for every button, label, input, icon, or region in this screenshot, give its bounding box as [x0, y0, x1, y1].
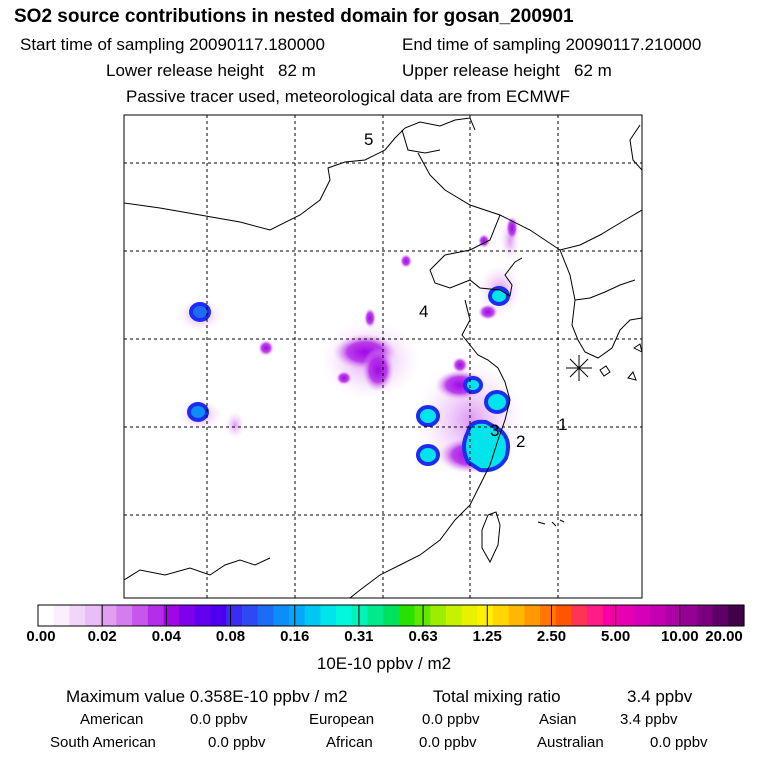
colorbar-cell: [461, 605, 478, 626]
colorbar-tick-label: 1.25: [472, 628, 502, 645]
colorbar-cell: [634, 605, 651, 626]
lower-release-label: Lower release height 82 m: [106, 61, 316, 80]
region-name: South American: [50, 734, 156, 751]
colorbar-cell: [367, 605, 384, 626]
total-mixing-value: 3.4 ppbv: [627, 687, 693, 706]
colorbar-cell: [85, 605, 102, 626]
colorbar-tick-label: 10.00: [661, 628, 699, 645]
colorbar-cell: [336, 605, 353, 626]
colorbar-cell: [241, 605, 259, 626]
total-mixing-label: Total mixing ratio: [433, 687, 561, 706]
region-value: 0.0 ppbv: [208, 734, 266, 751]
colorbar-cell: [430, 605, 447, 626]
colorbar-tick-label: 0.31: [344, 628, 374, 645]
colorbar-tick-label: 0.04: [151, 628, 181, 645]
colorbar-tick-label: 0.00: [26, 628, 56, 645]
colorbar-cell: [304, 605, 321, 626]
colorbar-tick-label: 0.63: [408, 628, 438, 645]
colorbar-cell: [728, 605, 745, 626]
colorbar-cell: [649, 605, 667, 626]
colorbar-cell: [712, 605, 729, 626]
end-time-label: End time of sampling 20090117.210000: [402, 35, 702, 54]
colorbar-cell: [445, 605, 463, 626]
colorbar-cell: [194, 605, 212, 626]
max-value-label: Maximum value 0.358E-10 ppbv / m2: [66, 687, 348, 706]
colorbar-cell: [69, 605, 86, 626]
region-name: American: [80, 711, 144, 728]
colorbar-cell: [477, 605, 494, 626]
region-name: European: [309, 711, 375, 728]
colorbar-cell: [540, 605, 557, 626]
region-value: 0.0 ppbv: [422, 711, 480, 728]
tracer-note: Passive tracer used, meteorological data…: [126, 87, 571, 106]
colorbar-cell: [289, 605, 306, 626]
region-value: 0.0 ppbv: [190, 711, 248, 728]
colorbar-tick-label: 0.16: [280, 628, 310, 645]
colorbar-cell: [132, 605, 149, 626]
colorbar-cell: [571, 605, 588, 626]
graticule: [124, 115, 642, 598]
receptor-star-icon: [566, 355, 592, 381]
region-value: 0.0 ppbv: [419, 734, 477, 751]
region-value: 0.0 ppbv: [650, 734, 708, 751]
colorbar-cell: [53, 605, 70, 626]
upper-release-label: Upper release height 62 m: [402, 61, 612, 80]
colorbar-cell: [555, 605, 573, 626]
map-number-1: 1: [558, 415, 567, 434]
colorbar-cell: [524, 605, 541, 626]
region-name: Australian: [537, 734, 604, 751]
map-number-5: 5: [364, 130, 373, 149]
colorbar-cell: [618, 605, 635, 626]
colorbar-cell: [257, 605, 274, 626]
colorbar-tick-label: 5.00: [601, 628, 631, 645]
colorbar-cell: [210, 605, 227, 626]
colorbar-cell: [665, 605, 682, 626]
chart-title: SO2 source contributions in nested domai…: [14, 6, 574, 27]
colorbar-cell: [320, 605, 337, 626]
colorbar-cell: [226, 605, 243, 626]
colorbar-cell: [681, 605, 698, 626]
region-name: Asian: [539, 711, 577, 728]
colorbar-cell: [38, 605, 55, 626]
map-number-3: 3: [490, 421, 499, 440]
map-number-2: 2: [516, 432, 525, 451]
colorbar-tick-label: 20.00: [705, 628, 743, 645]
colorbar-cell: [116, 605, 133, 626]
start-time-label: Start time of sampling 20090117.180000: [20, 35, 325, 54]
colorbar-tick-label: 0.08: [215, 628, 246, 645]
colorbar-cell: [163, 605, 180, 626]
colorbar-tick-label: 0.02: [87, 628, 117, 645]
map-number-4: 4: [419, 302, 428, 321]
colorbar-cell: [147, 605, 165, 626]
colorbar-cell: [100, 605, 118, 626]
colorbar-cell: [273, 605, 290, 626]
colorbar-frame: [37, 604, 745, 627]
colorbar-cell: [179, 605, 196, 626]
colorbar-cell: [398, 605, 416, 626]
colorbar-tick-label: 2.50: [536, 628, 567, 645]
colorbar-cell: [351, 605, 369, 626]
colorbar-cell: [696, 605, 714, 626]
region-name: African: [326, 734, 373, 751]
colorbar-cell: [383, 605, 400, 626]
colorbar-cell: [602, 605, 620, 626]
colorbar-unit: 10E-10 ppbv / m2: [316, 654, 452, 673]
colorbar-cell: [587, 605, 604, 626]
colorbar-cell: [508, 605, 525, 626]
coastlines: [124, 117, 642, 598]
region-value: 3.4 ppbv: [620, 711, 678, 728]
colorbar-cell: [492, 605, 510, 626]
